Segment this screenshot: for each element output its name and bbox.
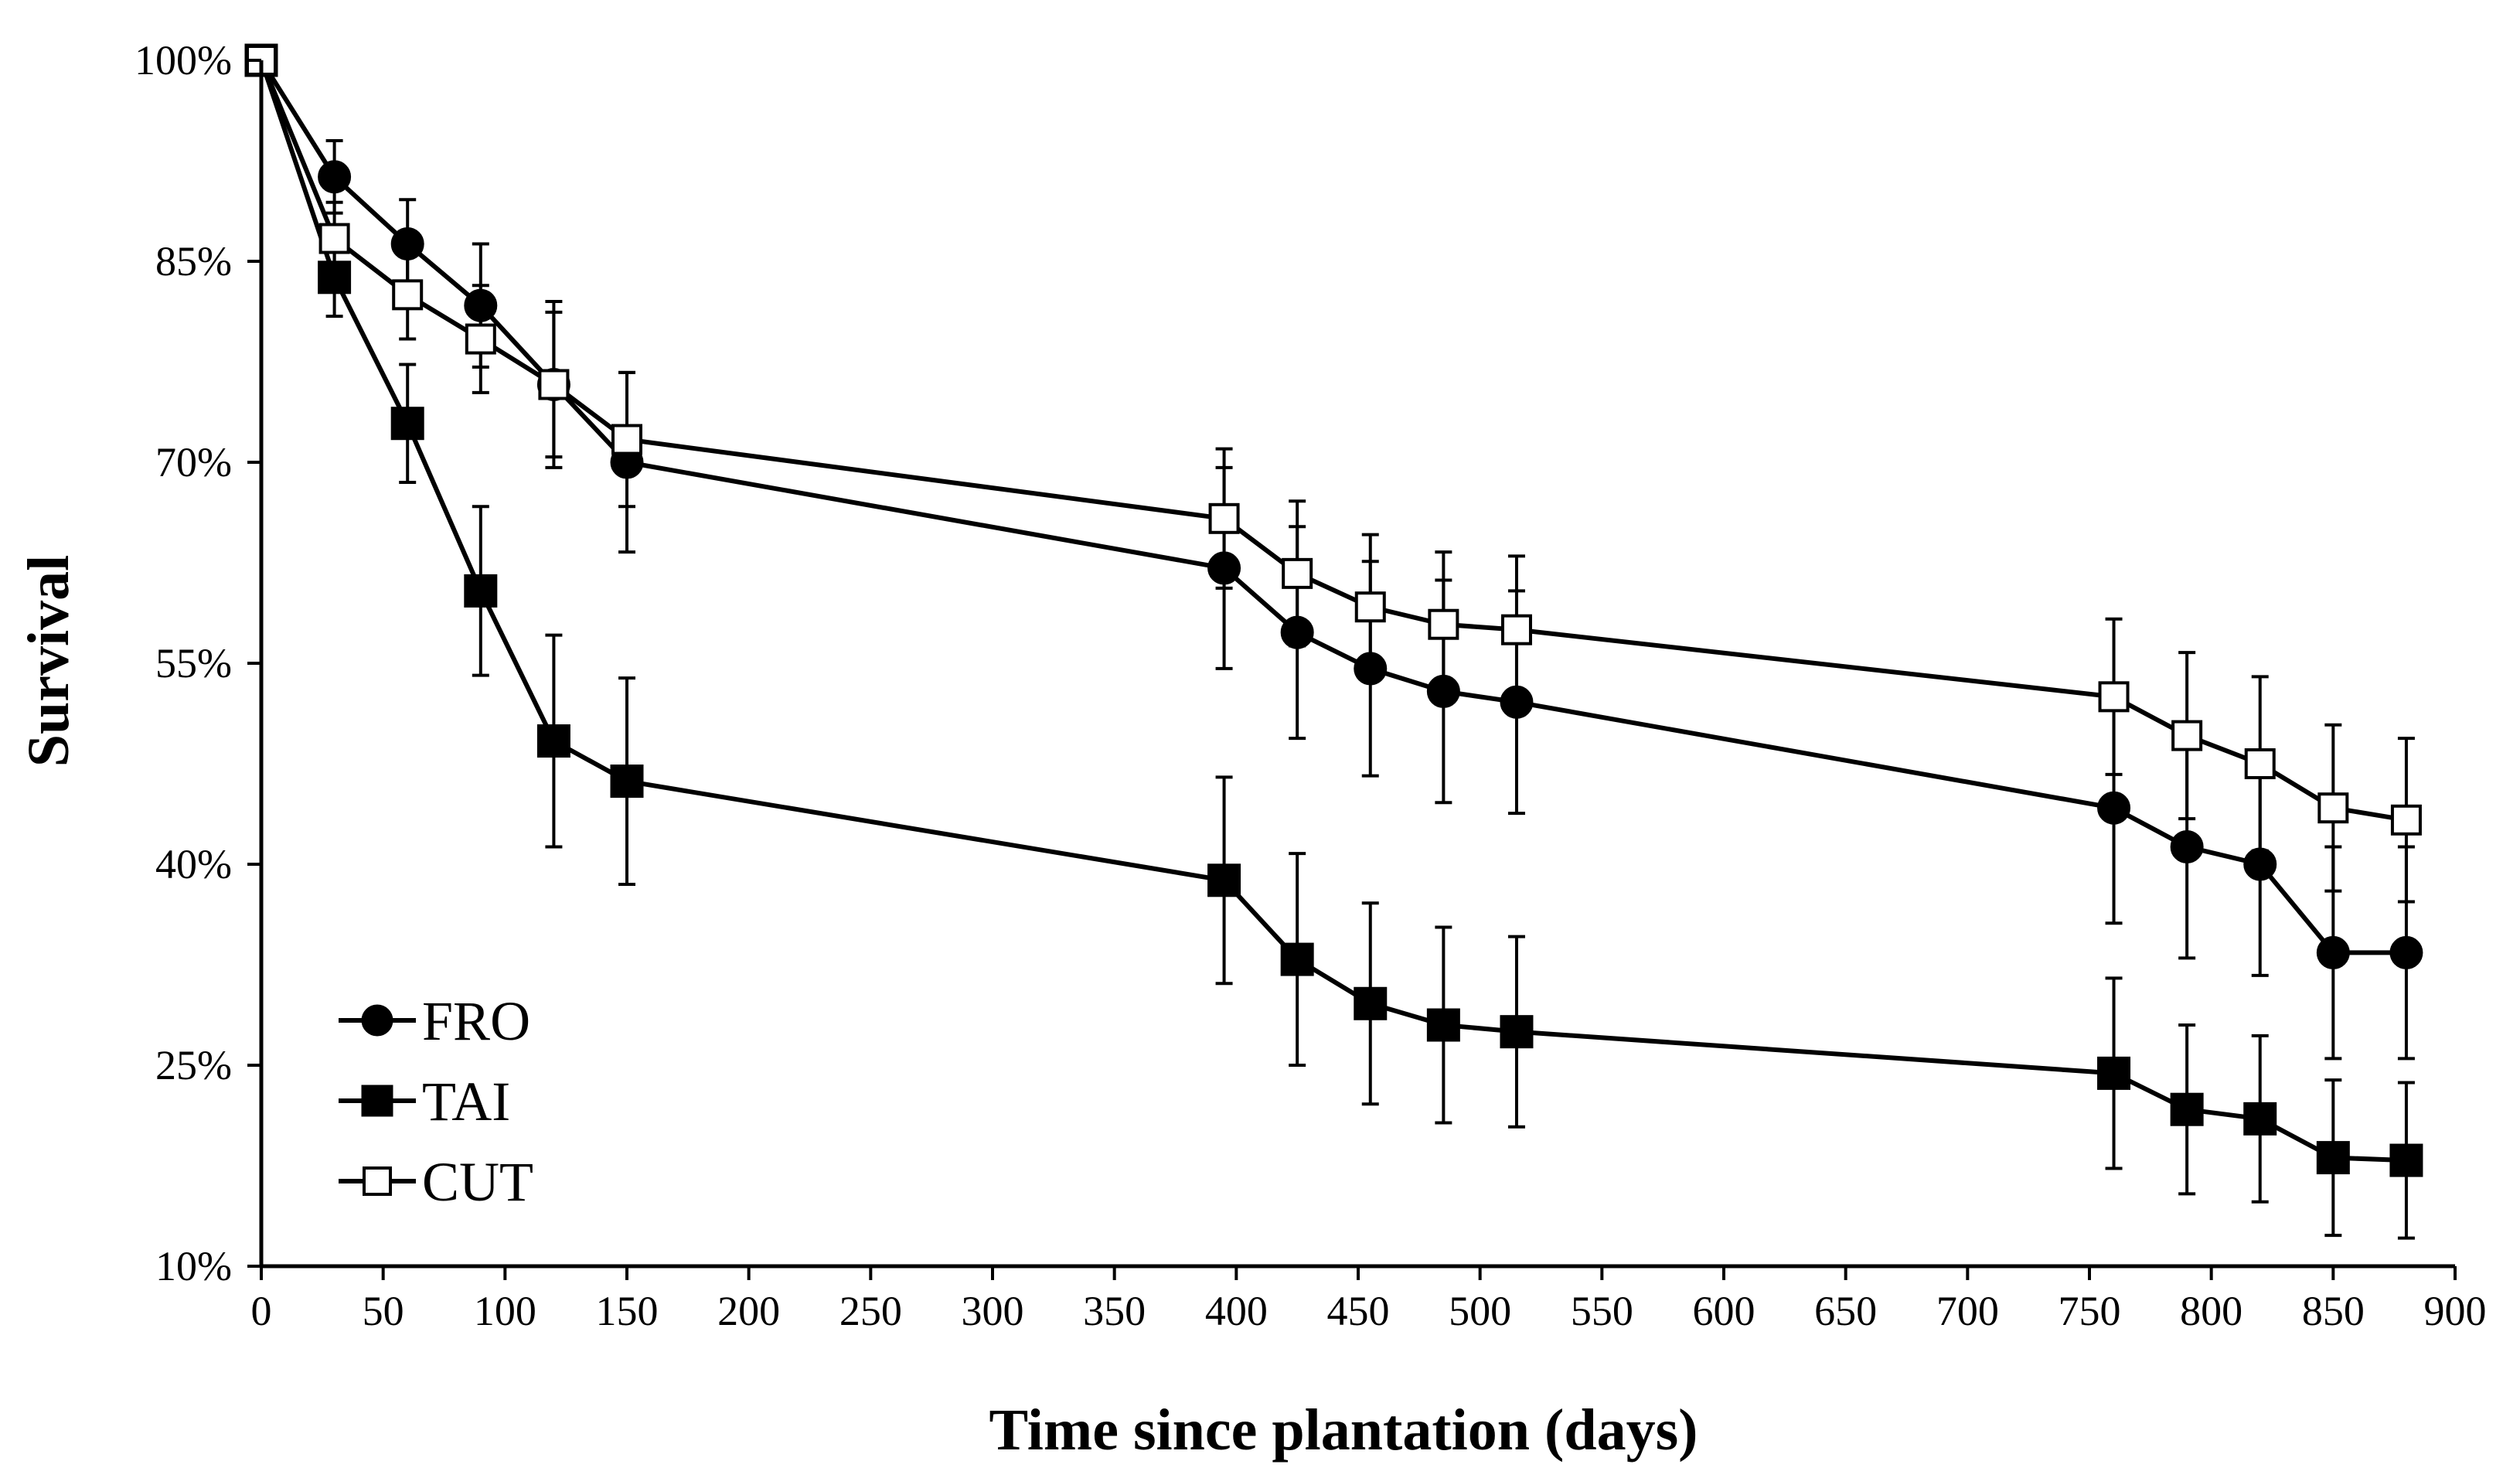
x-tick-label: 750 xyxy=(2059,1288,2121,1334)
x-tick-label: 200 xyxy=(717,1288,780,1334)
data-point-tai xyxy=(2316,1141,2350,1175)
data-point-cut xyxy=(1282,557,1313,589)
y-tick-label: 40% xyxy=(155,841,232,887)
x-tick-label: 250 xyxy=(839,1288,902,1334)
data-point-fro xyxy=(318,160,352,194)
data-point-cut xyxy=(465,323,496,355)
data-point-tai xyxy=(2243,1102,2277,1136)
x-tick-label: 100 xyxy=(474,1288,536,1334)
data-point-cut xyxy=(2171,720,2203,751)
series-line-cut xyxy=(259,59,2407,822)
data-point-tai xyxy=(1207,863,1241,897)
y-axis-title: Survival xyxy=(16,555,81,768)
series-line-tai xyxy=(259,60,2407,1163)
x-tick-label: 450 xyxy=(1327,1288,1390,1334)
data-point-tai xyxy=(2389,1143,2423,1177)
data-point-cut xyxy=(1354,591,1386,623)
y-tick-label: 70% xyxy=(155,439,232,485)
data-point-tai xyxy=(464,574,498,608)
data-point-fro xyxy=(2389,935,2423,969)
data-point-tai xyxy=(2097,1056,2131,1090)
y-tick-label: 55% xyxy=(155,640,232,686)
legend-label-tai: TAI xyxy=(422,1071,510,1132)
y-tick-label: 25% xyxy=(155,1042,232,1088)
data-point-tai xyxy=(2170,1092,2204,1126)
data-point-fro xyxy=(2316,935,2350,969)
data-point-fro xyxy=(2170,829,2204,863)
data-point-tai xyxy=(1426,1008,1460,1042)
y-tick-label: 85% xyxy=(155,238,232,284)
data-point-cut xyxy=(1428,608,1459,640)
x-tick-label: 500 xyxy=(1449,1288,1511,1334)
legend: FRO TAI CUT xyxy=(339,990,533,1213)
x-tick-label: 850 xyxy=(2302,1288,2365,1334)
data-point-cut xyxy=(392,279,424,311)
data-point-fro xyxy=(2243,847,2277,881)
data-point-tai xyxy=(390,407,424,441)
legend-marker-cut xyxy=(363,1166,392,1196)
data-point-tai xyxy=(1354,986,1388,1020)
data-point-cut xyxy=(2098,681,2130,713)
ticks-layer: 0 50 100 150 200 250 300 350 400 450 500 550 600 650 7… xyxy=(135,37,2486,1334)
y-tick-label: 100% xyxy=(135,37,232,83)
data-point-cut xyxy=(2317,792,2349,824)
data-point-tai xyxy=(536,724,570,758)
data-point-tai xyxy=(1500,1015,1534,1049)
x-tick-label: 800 xyxy=(2180,1288,2242,1334)
data-point-cut xyxy=(2244,748,2276,779)
legend-marker-fro xyxy=(361,1004,393,1037)
legend-item-tai: TAI xyxy=(339,1071,510,1132)
x-tick-label: 550 xyxy=(1571,1288,1633,1334)
x-tick-label: 50 xyxy=(363,1288,404,1334)
series-fro xyxy=(244,43,2423,1061)
data-point-fro xyxy=(2097,791,2131,825)
x-axis-title: Time since plantation (days) xyxy=(989,1398,1698,1463)
data-point-cut xyxy=(611,424,642,455)
data-point-cut xyxy=(2390,804,2422,836)
data-point-cut xyxy=(538,369,570,400)
legend-item-fro: FRO xyxy=(339,990,530,1052)
legend-label-cut: CUT xyxy=(422,1151,533,1213)
x-tick-label: 0 xyxy=(251,1288,272,1334)
x-tick-label: 150 xyxy=(596,1288,659,1334)
x-tick-label: 350 xyxy=(1083,1288,1146,1334)
data-point-tai xyxy=(610,765,644,799)
x-tick-label: 400 xyxy=(1205,1288,1268,1334)
series-tai xyxy=(244,43,2423,1240)
legend-marker-tai xyxy=(361,1085,393,1117)
series-cut xyxy=(246,45,2422,904)
series-layer xyxy=(244,43,2423,1240)
x-tick-label: 600 xyxy=(1693,1288,1755,1334)
x-tick-label: 300 xyxy=(962,1288,1024,1334)
legend-item-cut: CUT xyxy=(339,1151,533,1213)
y-tick-label: 10% xyxy=(155,1243,232,1289)
series-line-fro xyxy=(259,59,2406,955)
data-point-cut xyxy=(1208,502,1240,534)
legend-label-fro: FRO xyxy=(422,990,530,1052)
x-tick-label: 700 xyxy=(1936,1288,1999,1334)
data-point-tai xyxy=(1280,942,1314,976)
x-tick-label: 900 xyxy=(2424,1288,2487,1334)
data-point-cut xyxy=(1500,614,1532,645)
data-point-cut xyxy=(318,223,350,254)
x-tick-label: 650 xyxy=(1814,1288,1877,1334)
